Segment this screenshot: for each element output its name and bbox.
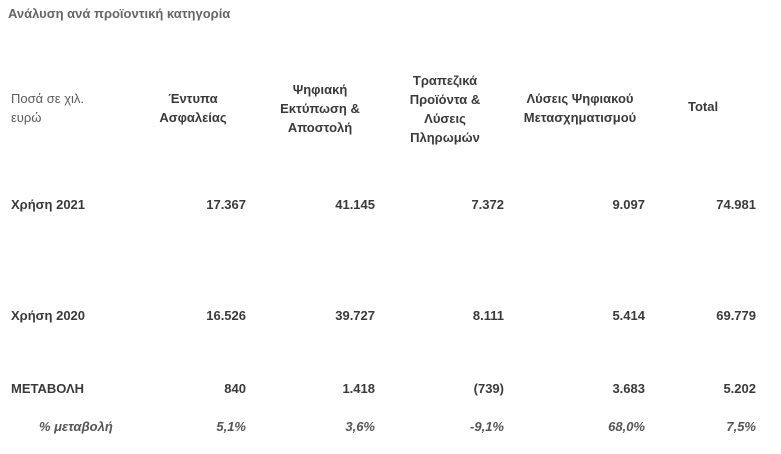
units-label: Ποσά σε χιλ. ευρώ <box>11 91 85 125</box>
table-cell: 69.779 <box>716 308 756 323</box>
table-cell: 74.981 <box>716 197 756 212</box>
table-cell: 3,6% <box>345 419 375 434</box>
table-cell: 8.111 <box>472 308 504 323</box>
table-cell: 68,0% <box>608 419 645 434</box>
table-cell: 16.526 <box>206 308 246 323</box>
table-cell: 840 <box>224 381 246 396</box>
table-cell: 5.202 <box>723 381 756 396</box>
table-cell: 7.372 <box>471 197 504 212</box>
row-label-2021: Χρήση 2021 <box>11 197 86 212</box>
column-header-security-forms: Έντυπα Ασφαλείας <box>159 91 227 125</box>
table-cell: 3.683 <box>612 381 645 396</box>
row-label-2020: Χρήση 2020 <box>11 308 86 323</box>
column-header-banking-products: Τραπεζικά Προϊόντα & Λύσεις Πληρωμών <box>409 73 481 145</box>
table-cell: 7,5% <box>726 419 756 434</box>
column-header-digital-transformation: Λύσεις Ψηφιακού Μετασχηματισμού <box>523 91 637 125</box>
table-cell: (739) <box>473 381 504 396</box>
table-cell: 1.418 <box>342 381 375 396</box>
row-label-percent-change: % μεταβολή <box>39 419 113 434</box>
table-cell: 17.367 <box>206 197 246 212</box>
row-label-change: ΜΕΤΑΒΟΛΗ <box>11 381 85 396</box>
column-header-total: Total <box>688 99 719 114</box>
table-cell: 9.097 <box>612 197 645 212</box>
column-header-digital-printing: Ψηφιακή Εκτύπωση & Αποστολή <box>280 82 360 135</box>
table-cell: 5,1% <box>216 419 246 434</box>
table-cell: 41.145 <box>335 197 375 212</box>
table-cell: 5.414 <box>612 308 645 323</box>
page-title: Ανάλυση ανά προϊοντική κατηγορία <box>8 6 231 21</box>
table-cell: 39.727 <box>335 308 375 323</box>
table-cell: -9,1% <box>470 419 504 434</box>
